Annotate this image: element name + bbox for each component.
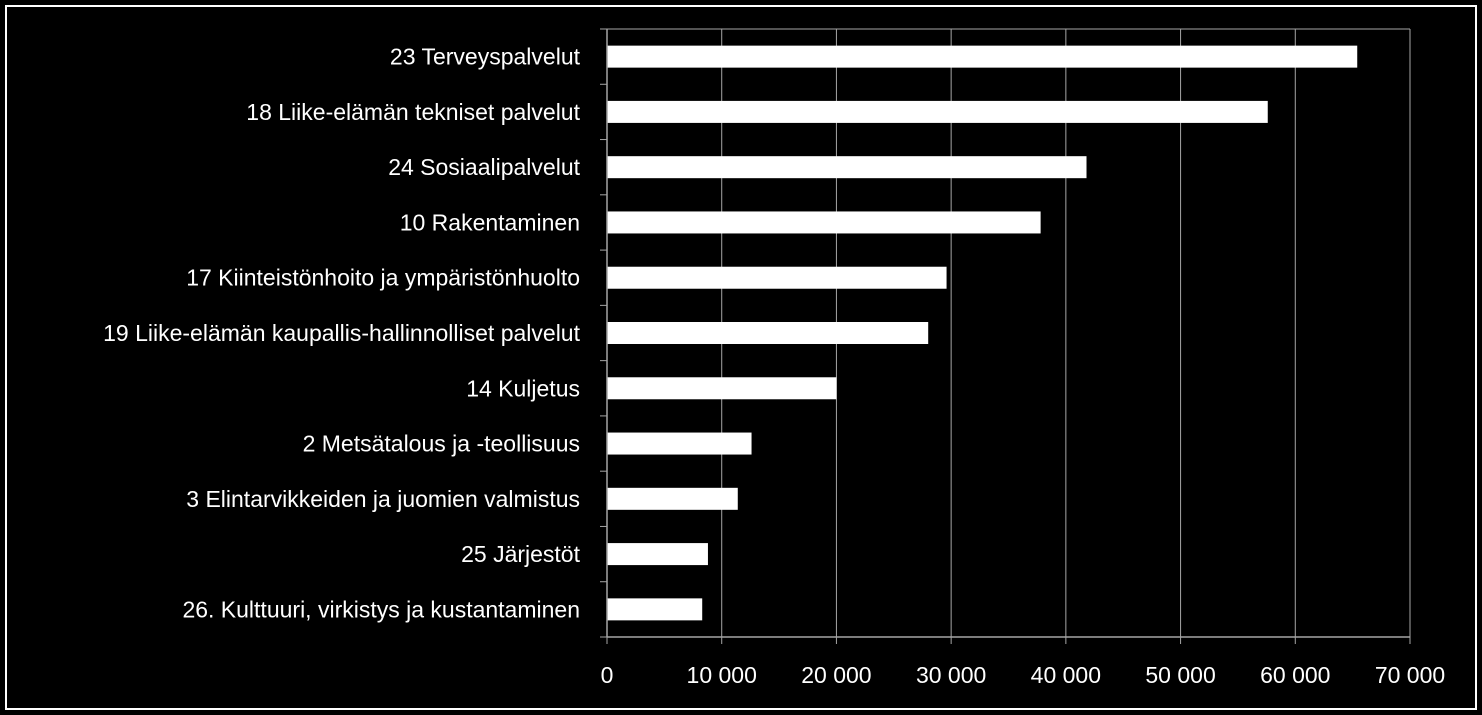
x-tick-label: 40 000 [1031,662,1101,688]
bar [607,100,1268,123]
category-label: 17 Kiinteistönhoito ja ympäristönhuolto [186,265,580,291]
category-label: 23 Terveyspalvelut [390,44,581,70]
bar [607,156,1087,179]
chart-border [5,5,1477,710]
bar [607,322,929,344]
bar [607,211,1041,234]
x-tick-labels: 0 10 000 20 000 30 000 40 000 50 000 60 000 70 … [601,662,1446,688]
bars [607,45,1358,621]
category-label: 19 Liike-elämän kaupallis-hallinnolliset… [103,320,580,346]
category-labels: 23 Terveyspalvelut 18 Liike-elämän teknis… [103,44,580,623]
category-label: 10 Rakentaminen [400,209,580,235]
x-tick-label: 0 [601,662,614,688]
x-tick-label: 70 000 [1375,662,1445,688]
bar [607,543,708,566]
category-label: 26. Kulttuuri, virkistys ja kustantamine… [182,596,580,622]
x-tick-label: 50 000 [1145,662,1215,688]
bar [607,598,703,621]
category-label: 25 Järjestöt [461,541,581,567]
category-label: 24 Sosiaalipalvelut [388,154,580,180]
category-label: 3 Elintarvikkeiden ja juomien valmistus [186,486,580,512]
bar [607,45,1358,68]
bar [607,266,947,289]
x-tick-label: 30 000 [916,662,986,688]
x-tick-label: 60 000 [1260,662,1330,688]
axes [600,28,1411,644]
category-label: 14 Kuljetus [466,375,580,401]
bar [607,432,752,455]
bar [607,377,837,400]
x-tick-label: 20 000 [801,662,871,688]
x-tick-label: 10 000 [687,662,757,688]
bar [607,487,738,510]
grid-lines [607,28,1411,637]
category-label: 18 Liike-elämän tekniset palvelut [246,99,580,125]
category-label: 2 Metsätalous ja -teollisuus [303,431,580,457]
